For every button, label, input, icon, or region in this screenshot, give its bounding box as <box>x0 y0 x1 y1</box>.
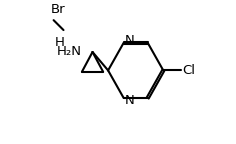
Text: Br: Br <box>50 3 65 16</box>
Text: H₂N: H₂N <box>57 45 82 58</box>
Text: Cl: Cl <box>182 64 195 77</box>
Text: N: N <box>125 34 135 47</box>
Text: N: N <box>125 94 135 107</box>
Text: H: H <box>55 36 65 49</box>
